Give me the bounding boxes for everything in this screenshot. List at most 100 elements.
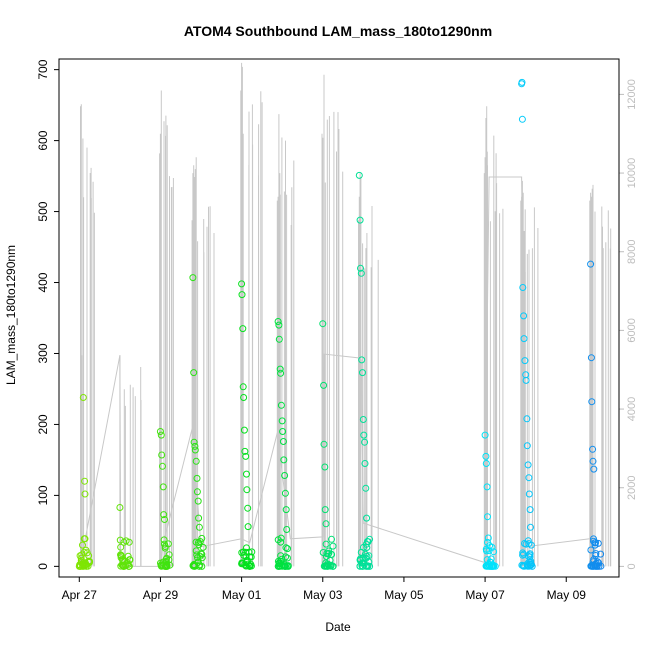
data-point [274,318,282,325]
data-points [75,78,605,570]
secondary-series-burst [80,104,95,567]
chart-title: ATOM4 Southbound LAM_mass_180to1290nm [184,23,492,39]
y2-tick-label: 0 [626,563,638,569]
data-point [192,457,200,465]
data-point [587,562,595,570]
data-point [484,534,492,542]
data-point [482,460,490,467]
data-point [241,447,249,455]
data-point [160,536,168,544]
data-point [198,554,206,562]
secondary-series-burst [483,106,504,567]
data-point [520,335,528,343]
data-point [360,431,368,439]
axes: 0 100 200 300 400 500 600 700 0 2000 4000 6000 8000 1… [36,59,638,602]
data-point [126,556,134,564]
data-point [276,365,284,373]
data-point [590,465,598,473]
data-point [355,171,363,179]
data-point [239,383,247,391]
data-point [328,535,335,543]
data-point [590,535,597,543]
data-point [119,561,127,569]
data-point [523,415,531,423]
x-tick-label: May 01 [222,588,262,602]
data-point [486,562,493,570]
data-point [320,440,328,448]
x-tick-label: May 05 [384,588,424,602]
data-point [276,561,283,569]
secondary-series-burst [159,90,174,567]
x-tick-label: Apr 27 [62,588,98,602]
data-point [484,513,491,521]
data-point [282,506,290,514]
y-tick-label: 700 [36,59,50,79]
y2-tick-label: 4000 [626,397,638,421]
data-point [526,551,534,559]
data-point [156,428,164,435]
data-point [274,557,282,565]
data-point [587,354,595,362]
data-point [357,264,364,272]
plot-frame [58,58,620,578]
data-point [244,504,252,512]
x-tick-label: May 03 [303,588,343,602]
data-point [523,442,531,450]
y2-tick-label: 10000 [626,158,638,189]
data-point [363,552,371,560]
data-point [281,489,289,497]
data-point [320,562,328,570]
data-point [275,335,283,343]
secondary-series-burst [276,114,295,567]
data-point [277,401,285,409]
data-point [527,523,534,531]
y2-tick-label: 8000 [626,239,638,263]
data-point [519,284,527,291]
data-point [490,562,498,570]
data-point [238,291,246,299]
data-point [122,537,130,545]
data-point [195,523,203,531]
data-point [279,428,287,435]
data-point [322,540,330,548]
data-point [481,431,489,439]
data-point [484,538,491,546]
data-point [525,474,533,482]
data-point [194,558,202,566]
y2-tick-label: 12000 [626,79,638,110]
data-point [117,552,125,560]
data-point [242,548,250,556]
data-point [79,394,87,401]
data-point [356,562,364,570]
data-point [280,456,288,464]
data-point [159,483,167,491]
data-point [482,452,490,460]
data-point [193,474,201,482]
data-point [487,555,495,563]
x-tick-label: May 07 [465,588,505,602]
data-point [329,542,337,550]
data-point [321,463,329,471]
data-point [161,516,168,523]
data-point [283,554,291,562]
data-point [526,560,534,568]
data-point [238,280,246,288]
data-point [163,554,171,562]
data-point [483,483,491,491]
data-point [587,546,595,554]
data-point [366,535,374,543]
data-point [589,457,597,465]
data-point [277,538,285,546]
data-point [78,551,86,559]
data-point [522,376,530,384]
data-point [279,438,287,445]
y2-tick-label: 2000 [626,475,638,499]
data-point [320,381,328,389]
data-point [193,551,201,559]
secondary-series-burst [240,62,263,567]
secondary-series-lines [79,62,612,567]
data-point [524,537,532,545]
data-point [591,562,599,570]
data-point [358,356,366,364]
